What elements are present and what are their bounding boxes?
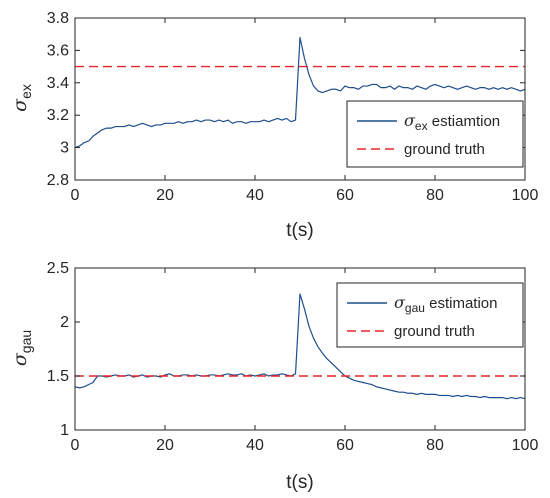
y-axis-label-subscript: ex <box>18 84 34 99</box>
x-tick-label: 100 <box>512 187 539 204</box>
legend-label-estimation: σex estiamtion <box>404 111 500 133</box>
y-tick-label: 3.2 <box>47 107 69 124</box>
legend-symbol: σ <box>394 293 406 312</box>
y-tick-label: 1 <box>60 422 69 439</box>
y-tick-label: 2.5 <box>47 260 69 277</box>
x-tick-label: 40 <box>246 437 264 454</box>
legend: σgau estimation ground truth <box>336 282 524 348</box>
x-tick-label: 40 <box>246 187 264 204</box>
y-tick-label: 3.4 <box>47 75 69 92</box>
y-tick-label: 2 <box>60 314 69 331</box>
x-tick-label: 80 <box>426 437 444 454</box>
axes-box <box>74 267 526 431</box>
y-axis-label-subscript: gau <box>18 330 34 353</box>
x-tick-label: 100 <box>512 437 539 454</box>
legend-subscript: ex <box>415 119 428 133</box>
y-tick-label: 3.6 <box>47 42 69 59</box>
x-tick-label: 60 <box>336 187 354 204</box>
x-axis-label: t(s) <box>286 472 313 493</box>
y-axis-label: σex <box>9 84 34 112</box>
x-tick-label: 20 <box>156 187 174 204</box>
legend: σex estiamtion ground truth <box>346 100 524 168</box>
axes-box <box>74 17 526 181</box>
legend-suffix: estimation <box>425 295 498 312</box>
legend-subscript: gau <box>405 301 425 315</box>
y-axis-label: σgau <box>9 330 34 366</box>
y-tick-label: 1.5 <box>47 368 69 385</box>
x-tick-label: 0 <box>71 437 80 454</box>
legend-box <box>336 282 524 348</box>
x-tick-label: 80 <box>426 187 444 204</box>
x-tick-label: 20 <box>156 437 174 454</box>
legend-label-ground-truth: ground truth <box>404 141 485 158</box>
x-tick-label: 0 <box>71 187 80 204</box>
series-line-estimation <box>74 36 526 149</box>
x-axis-label: t(s) <box>286 220 313 241</box>
x-tick-label: 60 <box>336 437 354 454</box>
legend-suffix: estiamtion <box>428 113 501 130</box>
legend-box <box>346 100 524 168</box>
y-axis-label-symbol: σ <box>9 352 31 366</box>
legend-label-estimation: σgau estimation <box>394 293 498 315</box>
y-tick-label: 3.8 <box>47 10 69 27</box>
legend-symbol: σ <box>404 111 416 130</box>
legend-label-ground-truth: ground truth <box>394 323 475 340</box>
y-axis-label-symbol: σ <box>9 98 31 112</box>
y-tick-label: 2.8 <box>47 172 69 189</box>
y-tick-label: 3 <box>60 140 69 157</box>
